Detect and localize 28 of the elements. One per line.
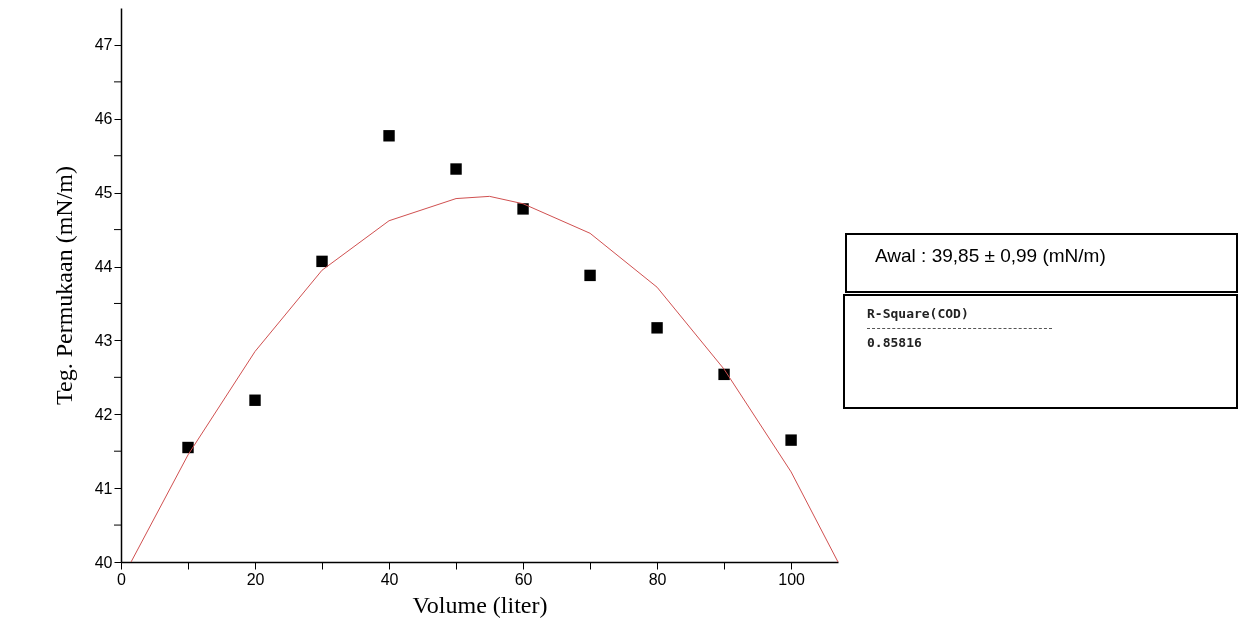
text-box: Awal : 39,85 ± 0,99 (mN/m) xyxy=(845,233,1238,293)
x-tick-label: 40 xyxy=(380,570,399,588)
text-box: R-Square(COD) 0.85816 xyxy=(843,294,1238,409)
y-tick-label: 43 xyxy=(94,331,113,349)
y-tick-label: 40 xyxy=(94,553,113,571)
point xyxy=(182,441,194,454)
y-tick-label: 47 xyxy=(94,36,113,54)
y-axis-title: Teg. Permukaan (mN/m) xyxy=(50,166,77,405)
x-tick-label: 100 xyxy=(778,570,806,588)
point xyxy=(584,269,596,282)
point xyxy=(651,322,663,334)
point xyxy=(517,203,529,215)
x-tick-label: 20 xyxy=(246,570,265,588)
line-series xyxy=(130,195,839,563)
x-axis-title: Volume (liter) xyxy=(412,591,548,618)
y-tick-label: 46 xyxy=(94,110,113,128)
point xyxy=(249,394,261,406)
y-tick-label: 41 xyxy=(94,479,113,497)
point xyxy=(785,434,797,446)
x-tick-label: 60 xyxy=(514,570,533,588)
point xyxy=(450,163,462,175)
y-tick-label: 45 xyxy=(94,184,113,202)
x-tick-label: 80 xyxy=(648,570,667,588)
point xyxy=(383,130,395,142)
y-tick-label: 42 xyxy=(94,405,113,423)
y-tick-label: 44 xyxy=(94,258,113,276)
point xyxy=(316,255,328,268)
x-tick-label: 0 xyxy=(117,570,127,588)
